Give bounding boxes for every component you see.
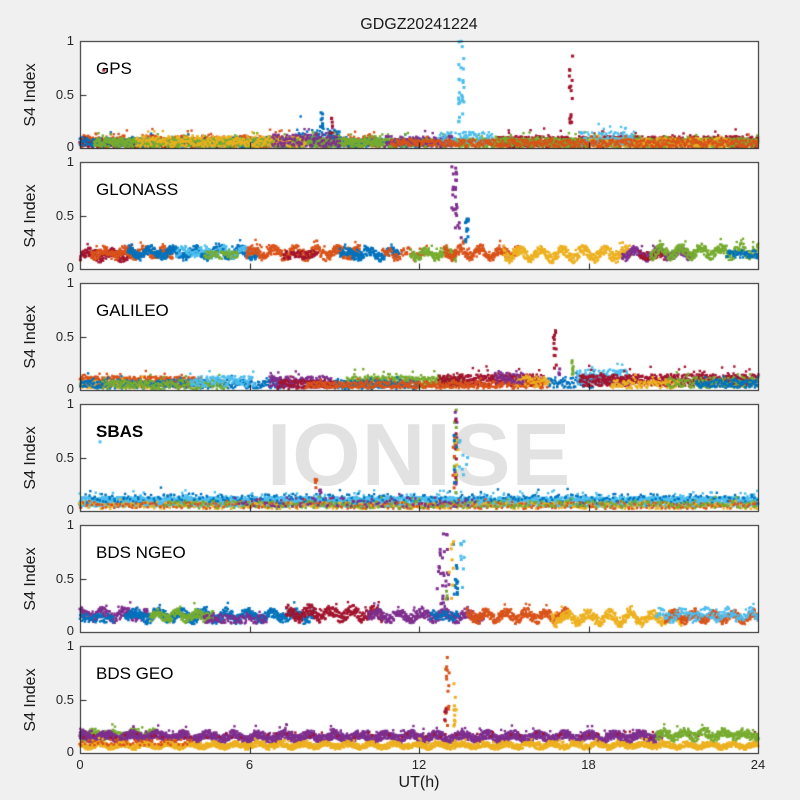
y-axis-label: S4 Index: [22, 183, 39, 248]
y-axis-label: S4 Index: [22, 546, 39, 611]
x-axis-label: UT(h): [398, 774, 440, 791]
panel-title: BDS GEO: [96, 664, 174, 683]
panel-title: BDS NGEO: [96, 543, 186, 562]
y-tick-label: 0: [66, 744, 74, 759]
y-tick-label: 0: [66, 502, 74, 517]
y-tick-label: 1: [66, 275, 74, 290]
y-tick-label: 0.5: [55, 449, 74, 465]
y-tick-label: 1: [66, 638, 74, 653]
panel-title: GPS: [96, 59, 132, 78]
panel-title: GALILEO: [96, 301, 169, 320]
x-tick-label: 6: [245, 757, 254, 772]
panel-title: SBAS: [96, 422, 144, 441]
y-axis-label: S4 Index: [22, 304, 39, 369]
x-tick-label: 0: [76, 757, 84, 772]
y-tick-label: 0: [66, 139, 74, 154]
y-tick-label: 1: [66, 396, 74, 411]
y-tick-label: 0.5: [55, 691, 74, 707]
y-axis-label: S4 Index: [22, 667, 39, 732]
y-tick-label: 0.5: [55, 328, 74, 344]
y-tick-label: 0: [66, 381, 74, 396]
y-tick-label: 1: [66, 517, 74, 532]
x-tick-label: 18: [581, 757, 596, 772]
x-tick-label: 12: [411, 757, 427, 772]
y-tick-label: 1: [66, 154, 74, 169]
y-tick-label: 0.5: [55, 570, 74, 586]
y-axis-label: S4 Index: [22, 62, 39, 127]
y-tick-label: 0: [66, 260, 74, 275]
y-tick-label: 1: [66, 33, 74, 48]
panel-title: GLONASS: [96, 180, 179, 199]
y-tick-label: 0.5: [55, 207, 74, 223]
y-axis-label: S4 Index: [22, 425, 39, 490]
y-tick-label: 0: [66, 623, 74, 638]
y-tick-label: 0.5: [55, 86, 74, 102]
x-tick-label: 24: [750, 757, 766, 772]
